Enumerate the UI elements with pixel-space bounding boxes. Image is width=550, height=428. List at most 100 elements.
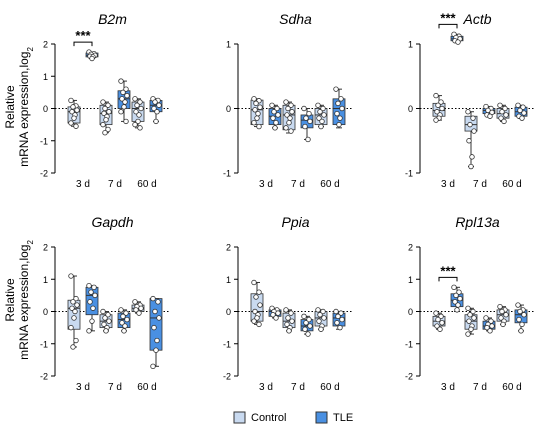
y-tick-label: -1	[223, 169, 231, 179]
data-point	[487, 113, 493, 119]
data-point	[255, 110, 261, 117]
data-point	[435, 316, 441, 323]
data-point	[70, 299, 76, 305]
y-tick-label: 2	[408, 243, 413, 253]
data-point	[89, 55, 95, 62]
data-point	[257, 104, 263, 110]
data-point	[285, 315, 291, 321]
x-tick-label: 3 d	[259, 179, 273, 190]
ylabel-top-line1: Relative	[3, 85, 17, 129]
data-point	[500, 321, 506, 328]
data-point	[70, 104, 76, 110]
data-point	[102, 315, 108, 321]
y-tick-label: 1	[43, 72, 48, 82]
y-tick-label: -2	[40, 372, 48, 382]
significance-bracket	[73, 41, 93, 47]
significance-label: ***	[440, 263, 456, 278]
data-point	[283, 99, 289, 105]
data-point	[273, 315, 279, 321]
data-point	[156, 315, 162, 321]
data-point	[256, 289, 262, 295]
data-point	[333, 308, 339, 315]
y-tick-label: -1	[40, 136, 48, 146]
ylabel-bottom: Relative mRNA expression,log2	[3, 240, 35, 360]
legend-swatch-tle	[315, 411, 328, 424]
data-point	[318, 326, 324, 332]
data-point	[456, 289, 462, 295]
x-tick-label: 60 d	[320, 382, 339, 393]
box-tle-1	[85, 49, 99, 62]
panel-title: Ppia	[281, 214, 309, 230]
data-point	[156, 102, 162, 108]
data-point	[68, 324, 74, 331]
box-control-2	[464, 305, 478, 337]
data-point	[105, 126, 111, 133]
data-point	[452, 299, 458, 305]
x-tick-label: 3 d	[441, 179, 455, 190]
box-tle-2	[300, 313, 314, 337]
panel-title: B2m	[98, 11, 127, 27]
y-tick-label: 1	[408, 40, 413, 50]
x-tick-label: 3 d	[76, 179, 90, 190]
box-tle-1	[268, 305, 282, 321]
x-tick-label: 7 d	[108, 382, 122, 393]
box-tle-1	[450, 31, 464, 45]
data-point	[287, 115, 293, 121]
data-point	[251, 96, 257, 102]
data-point	[457, 295, 463, 302]
box-control-1	[250, 96, 264, 130]
data-point	[71, 315, 77, 321]
box-tle-3	[514, 302, 528, 334]
data-point	[285, 105, 291, 112]
data-point	[74, 302, 80, 308]
data-point	[270, 312, 276, 318]
data-point	[123, 310, 129, 316]
panel-ppia: Ppia -2 -1 0 1 2 3 d 7 d 60 d	[223, 214, 353, 393]
box-tle-3	[332, 86, 346, 129]
data-point	[271, 109, 277, 115]
data-point	[120, 89, 126, 96]
data-point	[88, 289, 94, 295]
y-tick-label: -1	[405, 339, 413, 349]
data-point	[455, 39, 461, 45]
data-point	[471, 128, 477, 134]
data-point	[305, 331, 311, 337]
y-tick-label: -2	[405, 372, 413, 382]
data-point	[288, 128, 294, 134]
data-point	[433, 310, 439, 316]
data-point	[254, 115, 260, 121]
data-point	[307, 323, 313, 329]
data-point	[133, 307, 139, 313]
data-point	[286, 119, 292, 126]
data-point	[68, 273, 74, 279]
data-point	[72, 308, 78, 315]
data-point	[100, 121, 106, 128]
x-tick-label: 3 d	[259, 382, 273, 393]
data-point	[150, 295, 156, 302]
data-point	[120, 313, 126, 320]
data-point	[119, 320, 125, 326]
significance-label: ***	[75, 28, 91, 43]
data-point	[73, 123, 79, 129]
data-point	[301, 105, 307, 112]
data-point	[468, 326, 474, 332]
data-point	[101, 321, 107, 328]
data-point	[92, 292, 98, 299]
data-point	[118, 109, 124, 115]
data-point	[489, 323, 495, 329]
data-point	[153, 118, 159, 125]
data-point	[516, 316, 522, 323]
data-point	[132, 299, 138, 305]
data-point	[467, 121, 473, 128]
data-point	[137, 99, 143, 105]
data-point	[101, 110, 107, 117]
data-point	[517, 107, 523, 114]
y-tick-label: 0	[43, 104, 48, 114]
data-point	[521, 110, 527, 116]
box-control-3	[131, 299, 145, 316]
data-point	[303, 320, 309, 326]
x-tick-label: 7 d	[473, 179, 487, 190]
box-control-2	[99, 99, 113, 136]
data-point	[273, 119, 279, 126]
data-point	[471, 315, 477, 321]
